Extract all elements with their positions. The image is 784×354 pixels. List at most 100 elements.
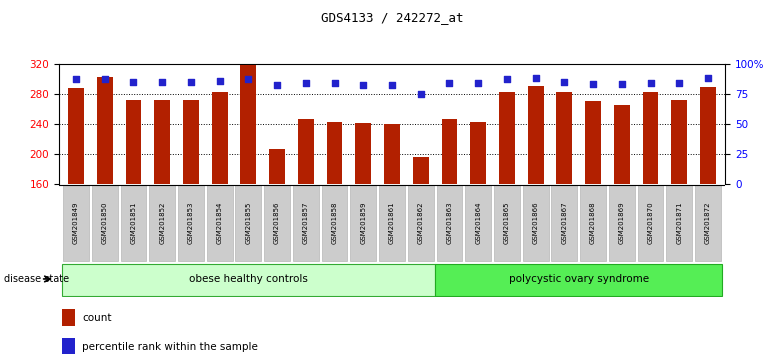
FancyBboxPatch shape (494, 185, 520, 261)
Point (156, 79, 169, 85)
Bar (499, 92, 515, 184)
Point (415, 91, 427, 97)
FancyBboxPatch shape (523, 185, 549, 261)
FancyBboxPatch shape (666, 185, 692, 261)
Text: obese healthy controls: obese healthy controls (189, 274, 308, 284)
Text: GSM201868: GSM201868 (590, 202, 596, 244)
Text: GSM201858: GSM201858 (332, 202, 338, 244)
Text: count: count (82, 313, 111, 323)
Text: GSM201861: GSM201861 (389, 202, 395, 244)
Text: GSM201862: GSM201862 (418, 202, 423, 244)
FancyBboxPatch shape (149, 185, 175, 261)
Bar (528, 86, 543, 184)
Point (299, 80, 312, 86)
Text: disease state: disease state (4, 274, 69, 284)
Bar (557, 92, 572, 184)
Point (472, 80, 485, 86)
Text: GSM201859: GSM201859 (361, 202, 366, 244)
Text: GSM201866: GSM201866 (532, 202, 539, 244)
Point (586, 81, 599, 87)
Text: GSM201864: GSM201864 (475, 202, 481, 244)
Text: GSM201867: GSM201867 (561, 202, 568, 244)
FancyBboxPatch shape (178, 185, 204, 261)
Point (615, 81, 628, 87)
FancyBboxPatch shape (637, 185, 663, 261)
FancyBboxPatch shape (207, 185, 233, 261)
Bar (62, 338, 75, 354)
Point (673, 80, 685, 86)
Point (328, 80, 341, 86)
Point (185, 79, 198, 85)
Text: GSM201870: GSM201870 (648, 202, 654, 244)
Bar (413, 157, 429, 184)
Text: polycystic ovary syndrome: polycystic ovary syndrome (509, 274, 649, 284)
Point (213, 78, 226, 84)
Bar (700, 87, 716, 184)
Text: GSM201856: GSM201856 (274, 202, 280, 244)
Bar (97, 77, 113, 184)
Bar (643, 92, 659, 184)
Point (644, 80, 657, 86)
FancyBboxPatch shape (435, 264, 722, 296)
Bar (441, 119, 457, 184)
FancyBboxPatch shape (293, 185, 319, 261)
FancyBboxPatch shape (609, 185, 635, 261)
FancyBboxPatch shape (235, 185, 261, 261)
FancyBboxPatch shape (551, 185, 577, 261)
Point (386, 82, 398, 88)
FancyBboxPatch shape (437, 185, 463, 261)
Point (501, 76, 514, 82)
Point (558, 79, 571, 85)
FancyBboxPatch shape (695, 185, 721, 261)
Point (127, 79, 140, 85)
Bar (125, 100, 141, 184)
Point (70, 76, 82, 82)
Point (702, 75, 714, 81)
Point (443, 80, 456, 86)
Bar (183, 100, 199, 184)
Text: GSM201865: GSM201865 (504, 202, 510, 244)
Point (529, 75, 542, 81)
FancyBboxPatch shape (379, 185, 405, 261)
FancyBboxPatch shape (350, 185, 376, 261)
FancyBboxPatch shape (92, 185, 118, 261)
Text: GSM201872: GSM201872 (705, 202, 711, 244)
Text: GSM201854: GSM201854 (216, 202, 223, 244)
Point (99, 76, 111, 82)
Point (242, 76, 255, 82)
Text: GDS4133 / 242272_at: GDS4133 / 242272_at (321, 11, 463, 24)
Bar (384, 124, 400, 184)
FancyBboxPatch shape (63, 185, 89, 261)
FancyBboxPatch shape (121, 185, 147, 261)
FancyBboxPatch shape (580, 185, 606, 261)
FancyBboxPatch shape (264, 185, 290, 261)
Bar (614, 105, 630, 184)
Text: percentile rank within the sample: percentile rank within the sample (82, 342, 258, 352)
FancyBboxPatch shape (321, 185, 347, 261)
Text: GSM201851: GSM201851 (130, 202, 136, 244)
Bar (269, 149, 285, 184)
Bar (154, 100, 170, 184)
Text: GSM201863: GSM201863 (446, 202, 452, 244)
Text: GSM201852: GSM201852 (159, 202, 165, 244)
Text: GSM201869: GSM201869 (619, 202, 625, 244)
Bar (327, 122, 343, 184)
FancyBboxPatch shape (62, 264, 435, 296)
FancyBboxPatch shape (408, 185, 434, 261)
Bar (212, 92, 227, 184)
Text: GSM201853: GSM201853 (188, 202, 194, 244)
Bar (68, 88, 84, 184)
Text: GSM201849: GSM201849 (73, 202, 79, 244)
Bar (585, 101, 601, 184)
Bar (241, 65, 256, 184)
Bar (671, 100, 687, 184)
Bar (470, 122, 486, 184)
Point (357, 82, 369, 88)
FancyBboxPatch shape (465, 185, 491, 261)
Bar (298, 119, 314, 184)
Bar (355, 123, 371, 184)
Bar (62, 309, 75, 326)
Text: GSM201857: GSM201857 (303, 202, 309, 244)
Text: GSM201871: GSM201871 (677, 202, 682, 244)
Point (270, 82, 283, 88)
